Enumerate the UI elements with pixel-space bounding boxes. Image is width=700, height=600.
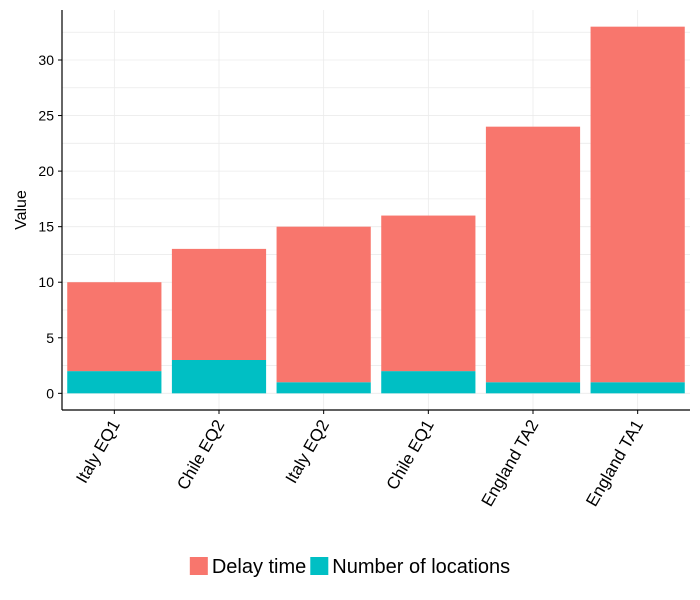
y-tick-label: 0 xyxy=(46,385,54,401)
legend: Delay time Number of locations xyxy=(189,556,510,578)
bar-number-of-locations xyxy=(381,371,476,394)
bar-delay-time xyxy=(381,215,476,372)
legend-label-delay-time: Delay time xyxy=(212,556,306,578)
y-tick-label: 5 xyxy=(46,330,54,346)
bar-number-of-locations xyxy=(171,360,267,394)
bar-delay-time xyxy=(485,126,581,383)
bar-delay-time xyxy=(67,282,162,372)
bar-number-of-locations xyxy=(276,382,371,394)
y-tick-label: 25 xyxy=(38,108,54,124)
bar-delay-time xyxy=(171,248,267,360)
y-tick-label: 30 xyxy=(38,52,54,68)
y-ticks: 0 5 10 15 20 25 30 xyxy=(38,52,62,401)
y-axis-title: Value xyxy=(13,190,30,230)
x-ticks: Italy EQ1 Chile EQ2 Italy EQ2 Chile EQ1 Engl… xyxy=(72,410,647,510)
x-tick-label: England TA1 xyxy=(582,417,647,510)
legend-key-delay-time xyxy=(189,557,208,575)
x-tick-label: Italy EQ1 xyxy=(72,417,123,487)
y-tick-label: 20 xyxy=(38,163,54,179)
bar-number-of-locations xyxy=(67,371,162,394)
bar-delay-time xyxy=(590,26,685,383)
x-tick-label: England TA2 xyxy=(478,417,543,510)
x-tick-label: Chile EQ2 xyxy=(173,417,228,494)
x-tick-label: Chile EQ1 xyxy=(383,417,438,494)
legend-label-number-of-locations: Number of locations xyxy=(332,556,510,578)
y-tick-label: 10 xyxy=(38,274,54,290)
legend-key-number-of-locations xyxy=(310,557,329,575)
grid xyxy=(62,10,690,410)
bar-number-of-locations xyxy=(485,382,581,394)
bar-number-of-locations xyxy=(590,382,685,394)
bars xyxy=(67,26,685,394)
axes xyxy=(61,10,690,411)
y-tick-label: 15 xyxy=(38,219,54,235)
x-tick-label: Italy EQ2 xyxy=(282,417,333,487)
bar-delay-time xyxy=(276,226,371,383)
